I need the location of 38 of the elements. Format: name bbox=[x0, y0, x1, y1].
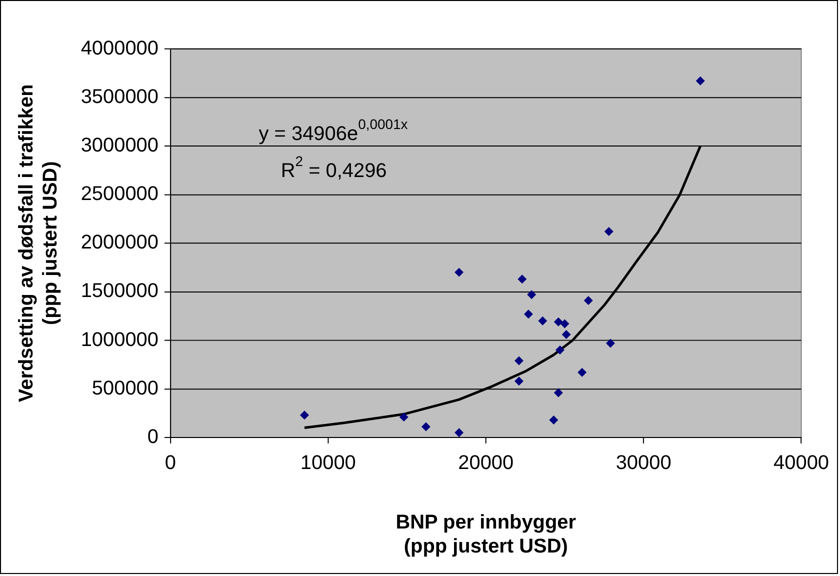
y-tick-label: 3500000 bbox=[80, 86, 158, 108]
y-tick-label: 4000000 bbox=[80, 37, 158, 60]
point bbox=[454, 268, 464, 277]
point bbox=[514, 376, 524, 386]
y-tick-label: 1000000 bbox=[80, 328, 158, 351]
point bbox=[518, 274, 527, 284]
point bbox=[562, 330, 571, 339]
point bbox=[578, 368, 587, 377]
y-axis-title: Verdsetting av dødsfall i trafikken (ppp justert USD) bbox=[15, 84, 62, 402]
x-tick-label: 10000 bbox=[300, 452, 356, 474]
x-tick-label: 30000 bbox=[616, 452, 672, 474]
point bbox=[549, 416, 558, 424]
point bbox=[554, 388, 563, 398]
point bbox=[514, 356, 524, 366]
x-tick-label: 0 bbox=[164, 452, 176, 474]
point bbox=[606, 338, 615, 348]
point bbox=[454, 428, 464, 438]
y-tick-label: 2000000 bbox=[80, 232, 158, 254]
point bbox=[696, 76, 705, 86]
point bbox=[399, 412, 408, 422]
y-tick-label: 0 bbox=[147, 426, 158, 448]
x-tick-label: 20000 bbox=[458, 452, 514, 474]
point bbox=[538, 316, 548, 326]
x-axis-title: BNP per innbygger (ppp justert USD) bbox=[396, 512, 576, 558]
point bbox=[604, 227, 614, 236]
point bbox=[556, 346, 564, 355]
x-tick-label: 40000 bbox=[774, 452, 830, 474]
point bbox=[527, 290, 536, 300]
y-tick-label: 1500000 bbox=[80, 280, 158, 302]
point bbox=[300, 410, 309, 420]
y-tick-label: 2500000 bbox=[80, 183, 158, 206]
point bbox=[584, 296, 593, 305]
y-tick-label: 500000 bbox=[92, 377, 158, 400]
y-tick-label: 3000000 bbox=[80, 134, 158, 156]
point bbox=[524, 310, 533, 319]
point bbox=[560, 319, 570, 328]
point bbox=[421, 422, 430, 432]
point bbox=[554, 317, 563, 326]
